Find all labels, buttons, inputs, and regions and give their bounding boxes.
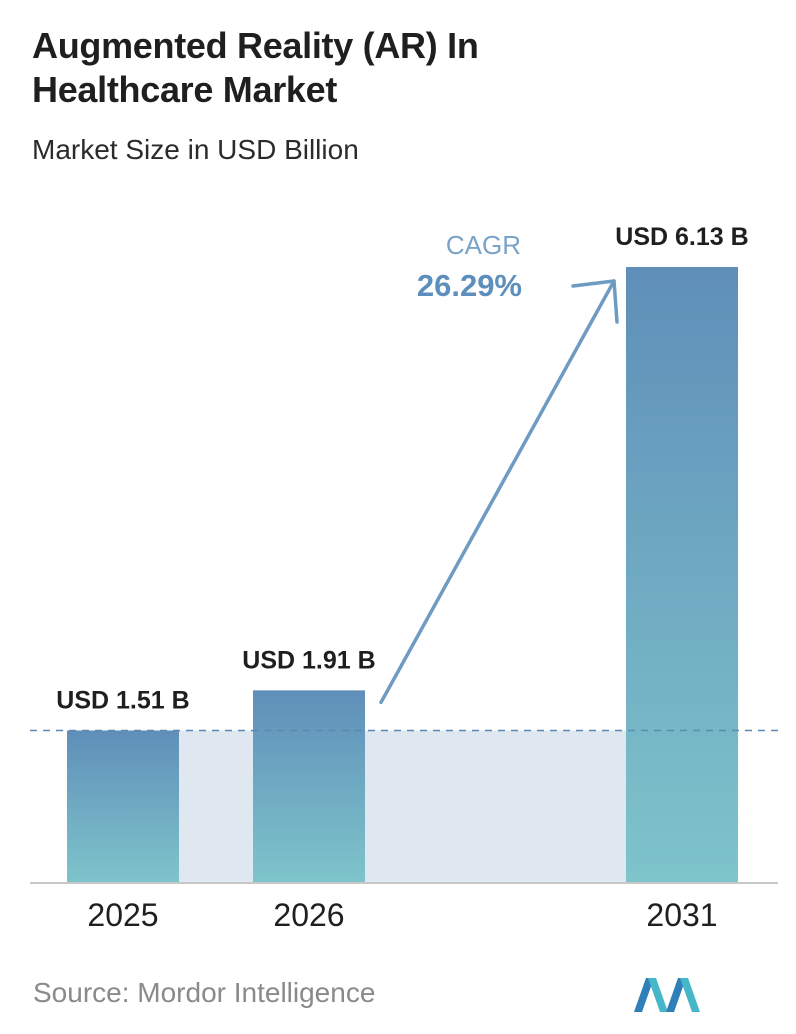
data-label-2026: USD 1.91 B: [242, 646, 375, 674]
mordor-intelligence-logo-icon: [634, 978, 700, 1012]
bar-2031: [626, 267, 738, 882]
cagr-value: 26.29%: [417, 268, 522, 303]
cagr-arrow: [379, 279, 616, 705]
chart-area: USD 1.51 B 2025 USD 1.91 B 2026 USD 6.13 B 20…: [30, 223, 778, 933]
data-label-2025: USD 1.51 B: [56, 687, 189, 715]
bar-2025: [67, 730, 179, 882]
x-tick-label-2025: 2025: [87, 897, 158, 933]
x-tick-label-2031: 2031: [646, 897, 717, 933]
x-tick-label-2026: 2026: [273, 897, 344, 933]
cagr-label: CAGR: [446, 230, 521, 260]
data-label-2031: USD 6.13 B: [615, 223, 748, 251]
chart-title: Augmented Reality (AR) In Healthcare Mar…: [32, 25, 479, 110]
source-note: Source: Mordor Intelligence: [33, 977, 376, 1008]
bar-2026: [253, 690, 365, 882]
cagr-arrow-head: [571, 279, 619, 324]
chart-subtitle: Market Size in USD Billion: [32, 134, 359, 165]
